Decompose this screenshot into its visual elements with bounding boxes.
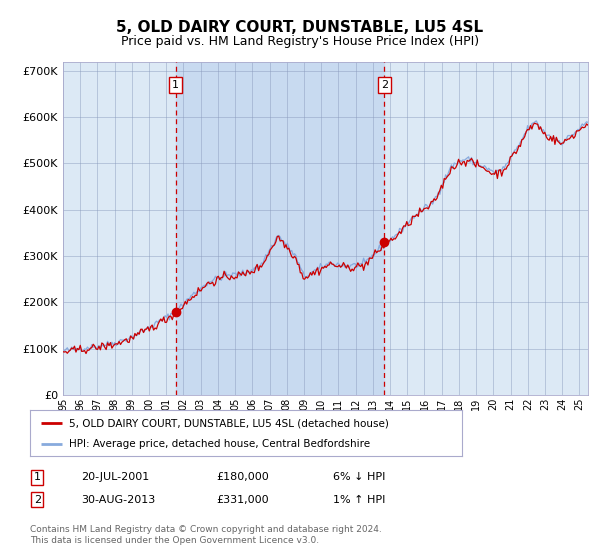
- Text: Price paid vs. HM Land Registry's House Price Index (HPI): Price paid vs. HM Land Registry's House …: [121, 35, 479, 48]
- Text: 30-AUG-2013: 30-AUG-2013: [81, 494, 155, 505]
- Bar: [176, 62, 384, 395]
- Text: 2: 2: [380, 80, 388, 90]
- Text: 1: 1: [172, 80, 179, 90]
- Text: 5, OLD DAIRY COURT, DUNSTABLE, LU5 4SL (detached house): 5, OLD DAIRY COURT, DUNSTABLE, LU5 4SL (…: [69, 418, 389, 428]
- Text: 1: 1: [34, 472, 41, 482]
- Text: £180,000: £180,000: [216, 472, 269, 482]
- Text: 1% ↑ HPI: 1% ↑ HPI: [333, 494, 385, 505]
- Text: 2: 2: [34, 494, 41, 505]
- Text: 6% ↓ HPI: 6% ↓ HPI: [333, 472, 385, 482]
- Text: 20-JUL-2001: 20-JUL-2001: [81, 472, 149, 482]
- Text: 5, OLD DAIRY COURT, DUNSTABLE, LU5 4SL: 5, OLD DAIRY COURT, DUNSTABLE, LU5 4SL: [116, 20, 484, 35]
- Text: Contains HM Land Registry data © Crown copyright and database right 2024.
This d: Contains HM Land Registry data © Crown c…: [30, 525, 382, 545]
- Text: £331,000: £331,000: [216, 494, 269, 505]
- Text: HPI: Average price, detached house, Central Bedfordshire: HPI: Average price, detached house, Cent…: [69, 438, 370, 449]
